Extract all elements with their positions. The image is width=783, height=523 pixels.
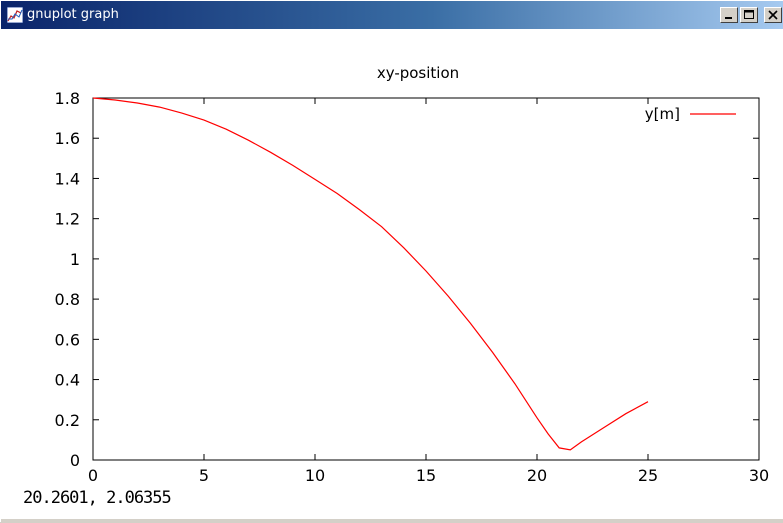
x-tick-label: 15 xyxy=(416,466,436,485)
close-button[interactable] xyxy=(764,7,782,23)
minimize-button[interactable] xyxy=(720,7,738,23)
x-tick-label: 25 xyxy=(638,466,658,485)
y-tick-label: 0.8 xyxy=(55,290,80,309)
legend-label: y[m] xyxy=(645,105,680,123)
plot-area[interactable]: 0 5 10 15 20 25 30 0 0.2 0.4 0.6 0.8 1 1.2 1.4 1.6 1.8 xy… xyxy=(1,29,783,485)
x-tick-label: 30 xyxy=(749,466,769,485)
x-tick-label: 10 xyxy=(305,466,325,485)
y-tick-label: 1.8 xyxy=(55,89,80,108)
mouse-coordinate-readout: 20.2601, 2.06355 xyxy=(23,488,172,508)
y-tick-label: 1.2 xyxy=(55,210,80,229)
y-tick-label: 0.2 xyxy=(55,411,80,430)
x-tick-label: 20 xyxy=(527,466,547,485)
y-tick-label: 0 xyxy=(70,451,80,470)
x-tick-label: 5 xyxy=(199,466,209,485)
window-title: gnuplot graph xyxy=(27,7,119,22)
y-tick-label: 1 xyxy=(70,250,80,269)
y-tick-label: 1.6 xyxy=(55,129,80,148)
title-bar[interactable]: gnuplot graph xyxy=(1,1,783,29)
chart-title: xy-position xyxy=(377,64,459,82)
minimize-icon xyxy=(725,17,732,19)
gnuplot-graph-icon xyxy=(7,7,23,23)
series-line-y-m- xyxy=(92,97,649,451)
window-bottom-border xyxy=(1,519,783,523)
maximize-icon xyxy=(744,10,754,19)
close-icon xyxy=(768,10,778,20)
y-tick-label: 0.6 xyxy=(55,330,80,349)
x-tick-label: 0 xyxy=(88,466,98,485)
plot-border xyxy=(92,97,760,461)
y-tick-label: 1.4 xyxy=(55,169,80,188)
y-tick-label: 0.4 xyxy=(55,371,80,390)
maximize-button[interactable] xyxy=(740,7,758,23)
